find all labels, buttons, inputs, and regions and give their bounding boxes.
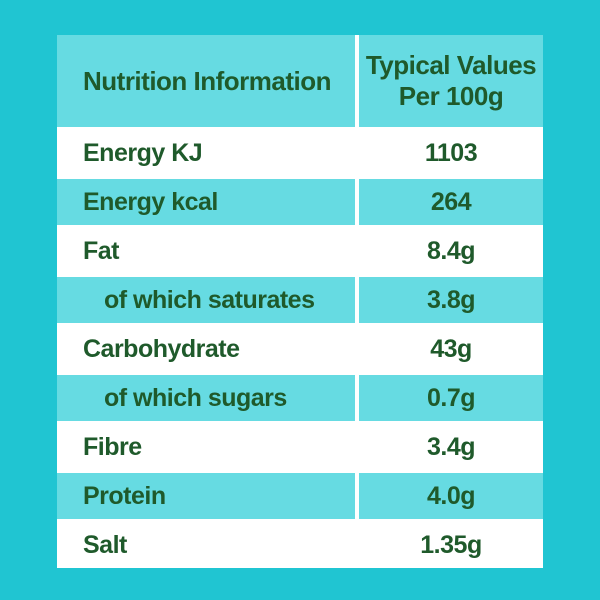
row-value: 264 — [355, 179, 543, 225]
row-value: 1103 — [355, 130, 543, 176]
row-value: 4.0g — [355, 473, 543, 519]
row-value: 3.4g — [355, 424, 543, 470]
row-value: 8.4g — [355, 228, 543, 274]
header-value-line1: Typical Values — [365, 49, 537, 80]
row-label: Protein — [57, 473, 355, 519]
nutrition-table: Nutrition Information Typical Values Per… — [57, 35, 543, 568]
row-label: Energy kcal — [57, 179, 355, 225]
row-value: 0.7g — [355, 375, 543, 421]
row-label: Salt — [57, 522, 355, 568]
row-value: 43g — [355, 326, 543, 372]
header-typical-values: Typical Values Per 100g — [355, 35, 543, 127]
row-label: of which sugars — [57, 375, 355, 421]
header-value-line2: Per 100g — [398, 81, 504, 111]
row-label: Carbohydrate — [57, 326, 355, 372]
row-label: Fat — [57, 228, 355, 274]
row-label: Fibre — [57, 424, 355, 470]
row-label: Energy KJ — [57, 130, 355, 176]
header-title: Nutrition Information — [57, 35, 355, 127]
row-label: of which saturates — [57, 277, 355, 323]
row-value: 1.35g — [355, 522, 543, 568]
row-value: 3.8g — [355, 277, 543, 323]
